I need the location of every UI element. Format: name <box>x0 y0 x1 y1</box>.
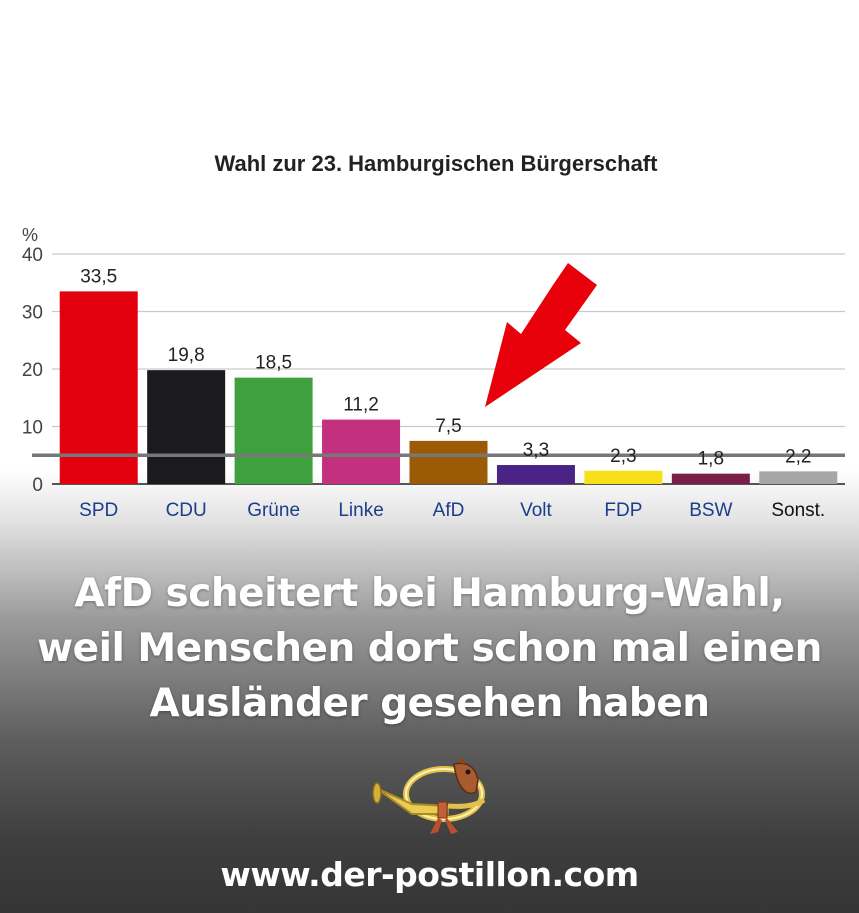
y-axis-unit-label: % <box>22 225 38 245</box>
bar-volt <box>496 465 575 484</box>
category-labels: SPD CDU Grüne Linke AfD Volt FDP BSW Sonst. <box>79 500 825 521</box>
category-label-fdp: FDP <box>604 500 642 521</box>
bar-fdp <box>584 470 663 484</box>
bar-afd <box>409 440 488 484</box>
y-tick-labels: 0 10 20 30 40 <box>22 245 43 496</box>
bar-chart: Wahl zur 23. Hamburgischen Bürgerschaft … <box>22 151 845 521</box>
headline: AfD scheitert bei Hamburg-Wahl, weil Men… <box>0 566 859 731</box>
category-label-grne: Grüne <box>247 500 300 521</box>
website-url: www.der-postillon.com <box>220 855 639 894</box>
bar-sonst <box>759 471 838 484</box>
value-labels: 33,5 19,8 18,5 11,2 7,5 3,3 2,3 1,8 2,2 <box>80 266 811 469</box>
category-label-spd: SPD <box>79 500 118 521</box>
bar-linke <box>322 419 401 484</box>
y-tick-label: 0 <box>32 475 43 496</box>
category-label-linke: Linke <box>338 500 383 521</box>
posthorn-logo-icon <box>372 758 486 834</box>
bar-bsw <box>671 473 750 484</box>
value-label-afd: 7,5 <box>435 416 461 437</box>
category-label-sonst: Sonst. <box>771 500 825 521</box>
category-label-bsw: BSW <box>689 500 732 521</box>
red-arrow-annotation <box>485 263 597 407</box>
value-label-fdp: 2,3 <box>610 446 636 467</box>
category-label-volt: Volt <box>520 500 552 521</box>
value-label-grne: 18,5 <box>255 353 292 374</box>
category-label-cdu: CDU <box>166 500 207 521</box>
y-tick-label: 40 <box>22 245 43 266</box>
value-label-cdu: 19,8 <box>168 345 205 366</box>
y-tick-label: 10 <box>22 418 43 439</box>
value-label-bsw: 1,8 <box>698 449 724 470</box>
value-label-spd: 33,5 <box>80 266 117 287</box>
bar-grne <box>234 377 313 484</box>
bar-cdu <box>147 370 226 484</box>
value-label-sonst: 2,2 <box>785 446 811 467</box>
value-label-volt: 3,3 <box>523 440 549 461</box>
bars <box>59 291 838 484</box>
y-tick-label: 30 <box>22 303 43 324</box>
category-label-afd: AfD <box>433 500 465 521</box>
y-tick-label: 20 <box>22 360 43 381</box>
headline-line-3: Ausländer gesehen haben <box>149 681 710 726</box>
headline-line-2: weil Menschen dort schon mal einen <box>37 626 822 671</box>
headline-line-1: AfD scheitert bei Hamburg-Wahl, <box>74 571 785 616</box>
bar-spd <box>59 291 138 484</box>
value-label-linke: 11,2 <box>343 395 379 416</box>
chart-title: Wahl zur 23. Hamburgischen Bürgerschaft <box>215 151 659 176</box>
